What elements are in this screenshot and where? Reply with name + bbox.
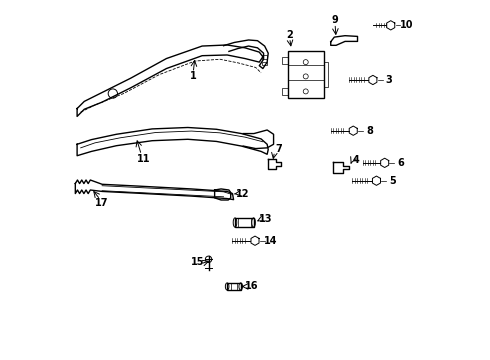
- Text: 6: 6: [397, 158, 404, 168]
- Text: 12: 12: [236, 189, 249, 199]
- Text: 10: 10: [400, 20, 413, 30]
- Text: 2: 2: [286, 30, 293, 40]
- Text: 7: 7: [275, 144, 282, 154]
- Bar: [227, 283, 241, 290]
- Text: 9: 9: [332, 15, 339, 25]
- Bar: [262, 62, 267, 65]
- Text: 17: 17: [95, 198, 108, 208]
- Bar: [262, 55, 267, 59]
- Text: 11: 11: [136, 154, 150, 164]
- Bar: [323, 62, 328, 87]
- Text: 14: 14: [264, 236, 277, 246]
- Bar: [288, 51, 323, 98]
- Text: 5: 5: [389, 176, 396, 186]
- Text: 15: 15: [191, 257, 205, 267]
- Bar: [282, 88, 288, 95]
- Text: 4: 4: [353, 156, 360, 165]
- Text: 8: 8: [366, 126, 373, 136]
- Bar: [282, 57, 288, 64]
- Text: 1: 1: [190, 71, 196, 81]
- Bar: [235, 218, 253, 227]
- Text: 16: 16: [245, 282, 258, 292]
- Text: 13: 13: [259, 214, 272, 224]
- Text: 3: 3: [386, 75, 392, 85]
